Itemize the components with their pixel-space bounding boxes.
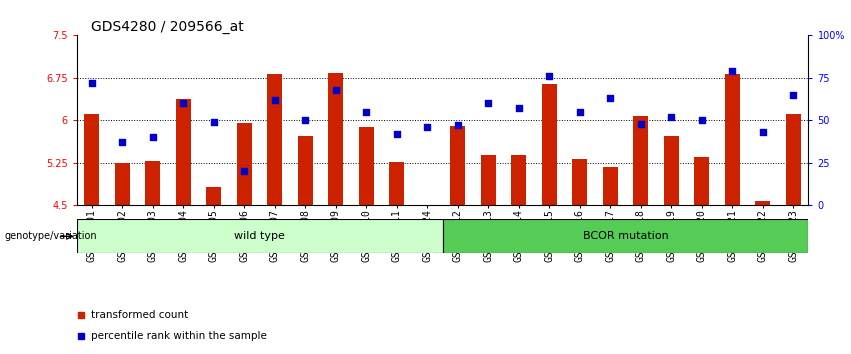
- FancyBboxPatch shape: [77, 219, 443, 253]
- Text: transformed count: transformed count: [92, 310, 189, 320]
- Point: [146, 135, 160, 140]
- Point: [299, 118, 312, 123]
- Point: [695, 118, 709, 123]
- Bar: [724, 74, 740, 205]
- Point: [237, 169, 251, 174]
- Bar: [146, 161, 161, 205]
- Bar: [572, 159, 587, 205]
- FancyBboxPatch shape: [443, 219, 808, 253]
- Point: [542, 73, 556, 79]
- Bar: [206, 187, 221, 205]
- Bar: [755, 201, 770, 205]
- Point: [634, 121, 648, 127]
- Point: [482, 101, 495, 106]
- Bar: [237, 123, 252, 205]
- Point: [85, 80, 99, 86]
- Text: GDS4280 / 209566_at: GDS4280 / 209566_at: [91, 21, 244, 34]
- Point: [786, 92, 800, 98]
- Point: [665, 114, 678, 120]
- Bar: [541, 84, 557, 205]
- Bar: [84, 114, 100, 205]
- Bar: [298, 136, 313, 205]
- Point: [451, 122, 465, 128]
- Bar: [481, 155, 496, 205]
- Point: [359, 109, 373, 115]
- Point: [420, 124, 434, 130]
- Bar: [603, 167, 618, 205]
- Point: [390, 131, 403, 137]
- Point: [512, 105, 526, 111]
- Bar: [633, 116, 648, 205]
- Point: [207, 119, 220, 125]
- Point: [756, 130, 769, 135]
- Point: [725, 68, 739, 74]
- Bar: [450, 126, 465, 205]
- Bar: [267, 74, 283, 205]
- Bar: [511, 155, 527, 205]
- Bar: [328, 73, 344, 205]
- Point: [329, 87, 343, 93]
- Bar: [175, 99, 191, 205]
- Point: [268, 97, 282, 103]
- Text: genotype/variation: genotype/variation: [4, 232, 97, 241]
- Text: BCOR mutation: BCOR mutation: [583, 231, 668, 241]
- Bar: [785, 114, 801, 205]
- Text: percentile rank within the sample: percentile rank within the sample: [92, 331, 267, 342]
- Point: [176, 101, 190, 106]
- Bar: [358, 127, 374, 205]
- Bar: [420, 205, 435, 224]
- Bar: [664, 136, 679, 205]
- Point: [603, 96, 617, 101]
- Point: [116, 139, 129, 145]
- Bar: [694, 157, 710, 205]
- Text: wild type: wild type: [234, 231, 285, 241]
- Point: [573, 109, 586, 115]
- Bar: [389, 162, 404, 205]
- Bar: [115, 163, 130, 205]
